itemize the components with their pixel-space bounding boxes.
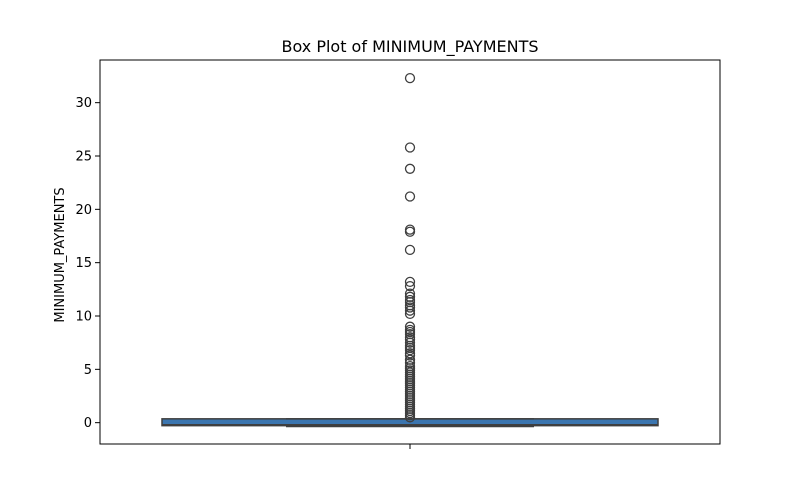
y-tick-label: 25 bbox=[75, 150, 92, 165]
outlier-point bbox=[404, 163, 416, 174]
y-tick-label: 15 bbox=[75, 256, 92, 271]
outlier-point bbox=[404, 72, 416, 84]
outlier-point bbox=[404, 321, 416, 332]
outlier-point bbox=[404, 302, 416, 313]
plot-frame bbox=[99, 59, 721, 445]
outlier-point bbox=[404, 337, 416, 348]
outlier-point bbox=[404, 350, 416, 361]
y-axis-ticks: 0 5 10 15 20 25 30 bbox=[75, 96, 100, 431]
outlier-point bbox=[404, 412, 416, 423]
y-tick-label: 5 bbox=[84, 363, 92, 378]
outlier-point bbox=[404, 226, 416, 237]
outlier-point bbox=[404, 142, 416, 153]
y-tick-label: 0 bbox=[84, 416, 92, 431]
outlier-point bbox=[404, 244, 416, 256]
outlier-point bbox=[404, 224, 416, 235]
outlier-point bbox=[404, 280, 416, 292]
y-tick-label: 30 bbox=[75, 96, 92, 111]
outlier-point bbox=[404, 276, 416, 288]
chart-title: Box Plot of MINIMUM_PAYMENTS bbox=[281, 37, 538, 57]
outlier-point bbox=[404, 191, 416, 202]
y-tick-label: 10 bbox=[75, 310, 92, 325]
outlier-point bbox=[404, 305, 416, 316]
outlier-points bbox=[404, 72, 416, 423]
y-axis-title: MINIMUM_PAYMENTS bbox=[53, 187, 68, 322]
outlier-point bbox=[404, 308, 416, 320]
y-tick-label: 20 bbox=[75, 203, 92, 218]
